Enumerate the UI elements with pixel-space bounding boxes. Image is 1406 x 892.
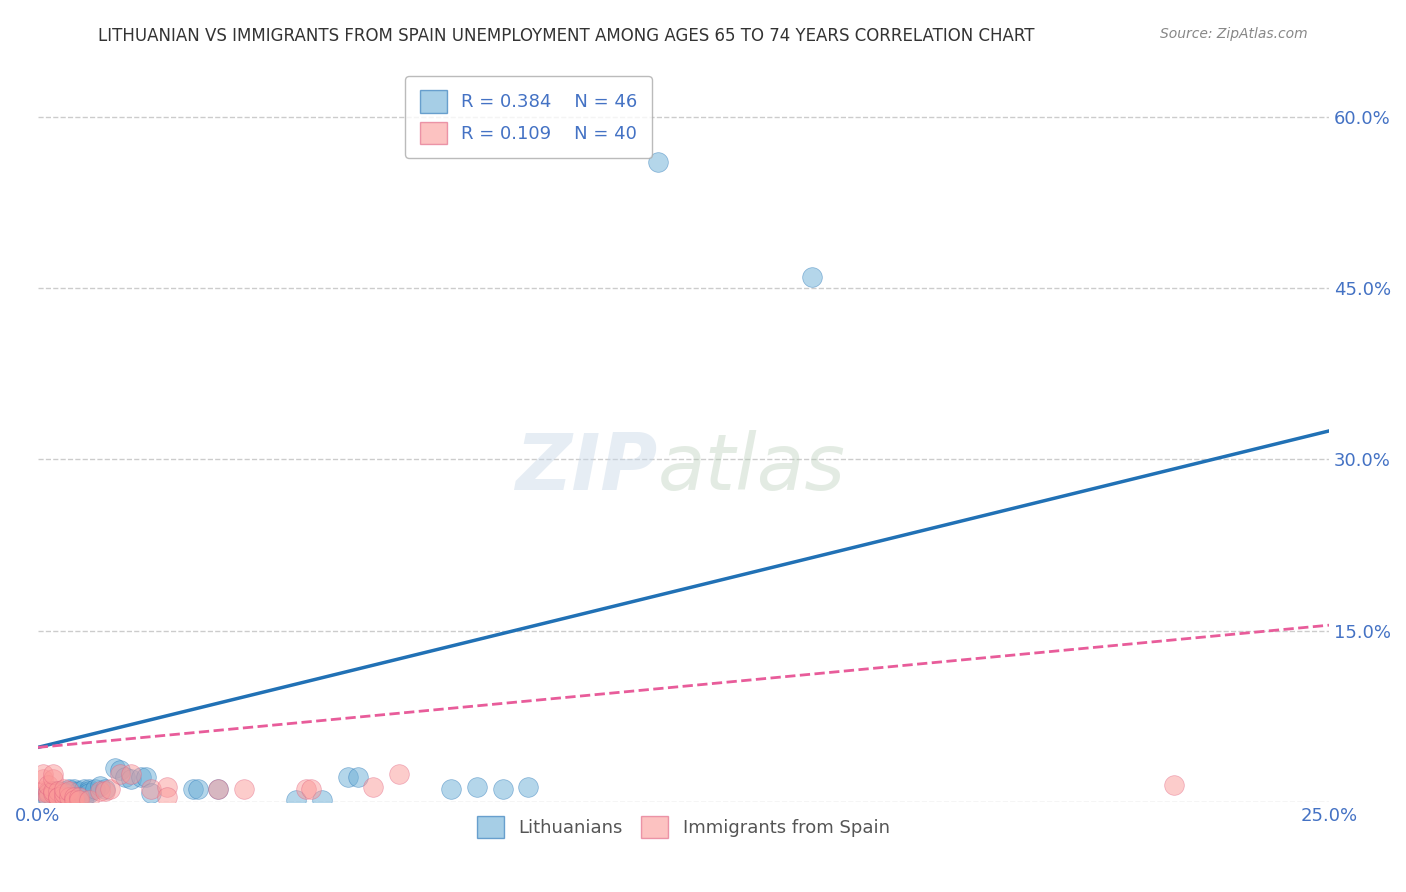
Point (42, 786, 65, 800)
Point (465, 780, 488, 795)
Point (37, 786, 59, 800)
Point (52, 784, 75, 798)
Point (141, 786, 163, 800)
Point (440, 781, 463, 796)
Point (388, 766, 411, 780)
Point (67, 789, 90, 804)
Legend: Lithuanians, Immigrants from Spain: Lithuanians, Immigrants from Spain (470, 809, 897, 846)
Point (58, 784, 80, 798)
Point (517, 780, 540, 795)
Point (31, 766, 53, 780)
Point (42, 784, 65, 798)
Point (31, 784, 53, 798)
Point (284, 793, 307, 807)
Point (52, 786, 75, 800)
Point (46, 789, 69, 804)
Point (52, 789, 75, 804)
Point (89, 784, 111, 798)
Point (301, 781, 323, 796)
Point (98, 781, 121, 796)
Point (311, 793, 333, 807)
Text: atlas: atlas (658, 430, 845, 506)
Point (83, 781, 105, 796)
Point (63, 784, 86, 798)
Point (67, 789, 90, 804)
Text: ZIP: ZIP (515, 430, 658, 506)
Point (79, 793, 101, 807)
Text: LITHUANIAN VS IMMIGRANTS FROM SPAIN UNEMPLOYMENT AMONG AGES 65 TO 74 YEARS CORRE: LITHUANIAN VS IMMIGRANTS FROM SPAIN UNEM… (98, 27, 1035, 45)
Point (67, 793, 90, 807)
Point (63, 793, 86, 807)
Point (46, 786, 69, 800)
Point (46, 789, 69, 804)
Point (42, 766, 65, 780)
Point (46, 784, 69, 798)
Point (89, 779, 111, 793)
Point (79, 786, 101, 800)
Text: Source: ZipAtlas.com: Source: ZipAtlas.com (1160, 27, 1308, 41)
Point (363, 780, 385, 795)
Point (58, 789, 80, 804)
Point (79, 784, 101, 798)
Point (46, 789, 69, 804)
Point (1163, 778, 1185, 792)
Point (114, 770, 136, 784)
Point (58, 781, 80, 796)
Point (37, 786, 59, 800)
Point (52, 781, 75, 796)
Point (63, 781, 86, 796)
Point (67, 784, 90, 798)
Point (104, 761, 127, 775)
Point (120, 766, 142, 780)
Point (207, 781, 229, 796)
Point (187, 781, 209, 796)
Point (110, 766, 132, 780)
Point (94, 781, 117, 796)
Point (52, 789, 75, 804)
Point (42, 789, 65, 804)
Point (336, 770, 359, 784)
Point (156, 780, 179, 795)
Point (94, 784, 117, 798)
Point (37, 792, 59, 806)
Point (156, 789, 179, 804)
Point (42, 784, 65, 798)
Point (141, 781, 163, 796)
Point (801, 269, 824, 284)
Point (129, 770, 152, 784)
Point (110, 764, 132, 778)
Point (120, 772, 142, 787)
Point (37, 789, 59, 804)
Point (31, 772, 53, 787)
Point (52, 786, 75, 800)
Point (37, 778, 59, 792)
Point (295, 781, 318, 796)
Point (647, 155, 669, 169)
Point (46, 784, 69, 798)
Point (135, 770, 157, 784)
Point (73, 781, 96, 796)
Point (79, 781, 101, 796)
Point (491, 781, 513, 796)
Point (73, 789, 96, 804)
Point (42, 772, 65, 787)
Point (31, 789, 53, 804)
Point (58, 789, 80, 804)
Point (63, 789, 86, 804)
Point (347, 770, 370, 784)
Point (181, 781, 204, 796)
Point (58, 786, 80, 800)
Point (37, 784, 59, 798)
Point (207, 781, 229, 796)
Point (233, 781, 256, 796)
